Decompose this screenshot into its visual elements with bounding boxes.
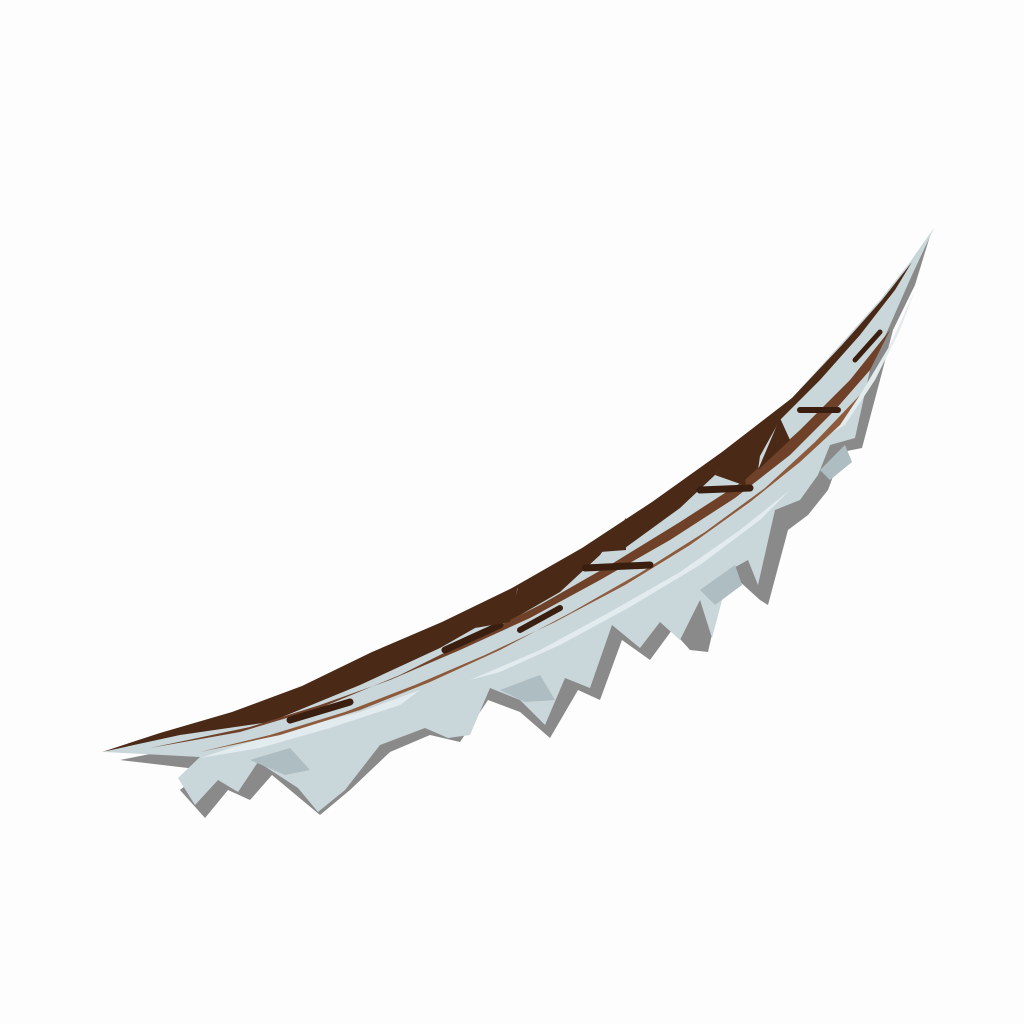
wood-grain-lines (286, 329, 883, 724)
snow-shade-1 (250, 748, 310, 775)
grain-line-3 (581, 561, 654, 572)
splinter-3 (715, 440, 746, 486)
grain-line-1 (286, 698, 354, 724)
grain-line-7 (517, 605, 563, 633)
splinter-2 (600, 518, 626, 552)
snow-shade-4 (820, 445, 852, 480)
grain-line-4 (696, 484, 754, 494)
splinter-4 (758, 418, 790, 470)
snow-shade-2 (500, 675, 555, 702)
grain-line-2 (441, 621, 504, 654)
grain-line-6 (852, 329, 883, 363)
snow-highlight-left (110, 690, 420, 758)
snow-shade-3 (700, 565, 742, 605)
splinter-1 (475, 586, 518, 628)
